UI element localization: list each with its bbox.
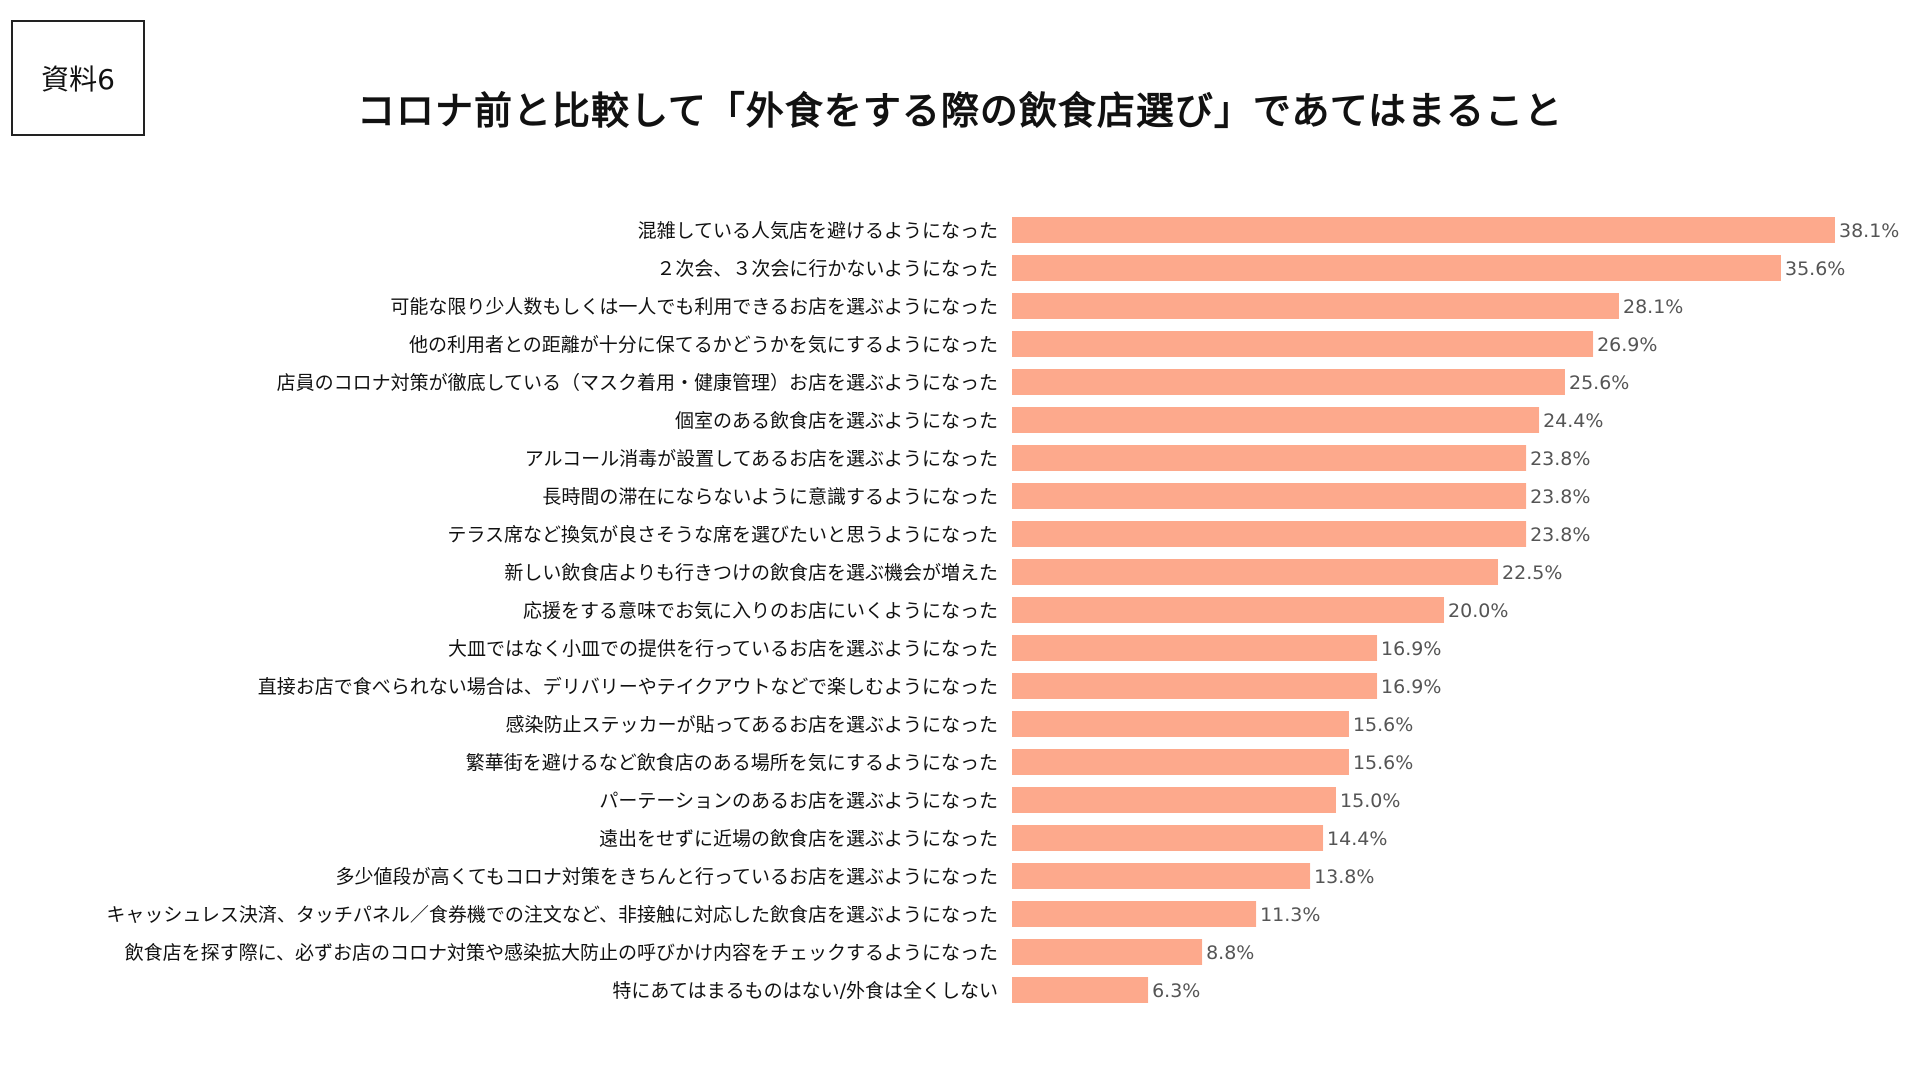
value-label: 14.4% <box>1327 828 1387 850</box>
category-label: 飲食店を探す際に、必ずお店のコロナ対策や感染拡大防止の呼びかけ内容をチェックする… <box>125 942 998 964</box>
bar <box>1012 825 1324 851</box>
value-label: 8.8% <box>1206 942 1254 964</box>
value-label: 24.4% <box>1543 410 1603 432</box>
category-label: 大皿ではなく小皿での提供を行っているお店を選ぶようになった <box>448 638 998 660</box>
value-label: 25.6% <box>1569 372 1629 394</box>
bar <box>1012 711 1349 737</box>
bar <box>1012 597 1445 623</box>
bar <box>1012 407 1540 433</box>
value-label: 23.8% <box>1530 524 1590 546</box>
category-label: アルコール消毒が設置してあるお店を選ぶようになった <box>525 448 998 470</box>
value-label: 28.1% <box>1623 296 1683 318</box>
category-label: 可能な限り少人数もしくは一人でも利用できるお店を選ぶようになった <box>390 296 998 318</box>
bar <box>1012 939 1203 965</box>
category-label: 直接お店で食べられない場合は、デリバリーやテイクアウトなどで楽しむようになった <box>258 676 998 698</box>
category-label: 多少値段が高くてもコロナ対策をきちんと行っているお店を選ぶようになった <box>335 866 998 888</box>
value-label: 22.5% <box>1502 562 1562 584</box>
value-label: 15.6% <box>1353 752 1413 774</box>
bar <box>1012 635 1378 661</box>
bar <box>1012 559 1499 585</box>
bar <box>1012 901 1257 927</box>
bar <box>1012 217 1835 243</box>
category-label: 遠出をせずに近場の飲食店を選ぶようになった <box>599 828 998 850</box>
chart-title: コロナ前と比較して「外食をする際の飲食店選び」であてはまること <box>357 89 1563 133</box>
category-label: キャッシュレス決済、タッチパネル／食券機での注文など、非接触に対応した飲食店を選… <box>106 904 998 926</box>
bar <box>1012 483 1527 509</box>
category-label: 感染防止ステッカーが貼ってあるお店を選ぶようになった <box>506 714 998 736</box>
bar <box>1012 255 1781 281</box>
bar <box>1012 749 1349 775</box>
category-label: 他の利用者との距離が十分に保てるかどうかを気にするようになった <box>409 334 998 356</box>
category-label: 新しい飲食店よりも行きつけの飲食店を選ぶ機会が増えた <box>504 562 998 584</box>
bar <box>1012 369 1565 395</box>
value-label: 15.0% <box>1340 790 1400 812</box>
bar <box>1012 863 1311 889</box>
value-label: 6.3% <box>1152 980 1200 1002</box>
value-label: 23.8% <box>1530 486 1590 508</box>
bar <box>1012 787 1337 813</box>
category-label: テラス席など換気が良さそうな席を選びたいと思うようになった <box>447 524 998 546</box>
category-label: 応援をする意味でお気に入りのお店にいくようになった <box>523 600 998 622</box>
value-label: 23.8% <box>1530 448 1590 470</box>
category-label: 繁華街を避けるなど飲食店のある場所を気にするようになった <box>466 752 998 774</box>
value-label: 38.1% <box>1839 220 1899 242</box>
bar <box>1012 521 1527 547</box>
value-label: 16.9% <box>1381 676 1441 698</box>
category-label: 個室のある飲食店を選ぶようになった <box>675 410 998 432</box>
value-label: 15.6% <box>1353 714 1413 736</box>
value-label: 26.9% <box>1597 334 1657 356</box>
category-label: パーテーションのあるお店を選ぶようになった <box>599 790 998 812</box>
value-label: 11.3% <box>1260 904 1320 926</box>
value-label: 16.9% <box>1381 638 1441 660</box>
category-label: 長時間の滞在にならないように意識するようになった <box>542 486 998 508</box>
document-label: 資料6 <box>11 20 145 136</box>
value-label: 20.0% <box>1448 600 1508 622</box>
bar <box>1012 293 1619 319</box>
bar <box>1012 445 1527 471</box>
bar <box>1012 673 1378 699</box>
value-label: 35.6% <box>1785 258 1845 280</box>
category-label: 特にあてはまるものはない/外食は全くしない <box>612 980 998 1002</box>
category-label: ２次会、３次会に行かないようになった <box>656 258 998 280</box>
bar <box>1012 977 1149 1003</box>
category-label: 混雑している人気店を避けるようになった <box>638 220 998 242</box>
category-label: 店員のコロナ対策が徹底している（マスク着用・健康管理）お店を選ぶようになった <box>277 372 998 394</box>
value-label: 13.8% <box>1314 866 1374 888</box>
bar <box>1012 331 1594 357</box>
